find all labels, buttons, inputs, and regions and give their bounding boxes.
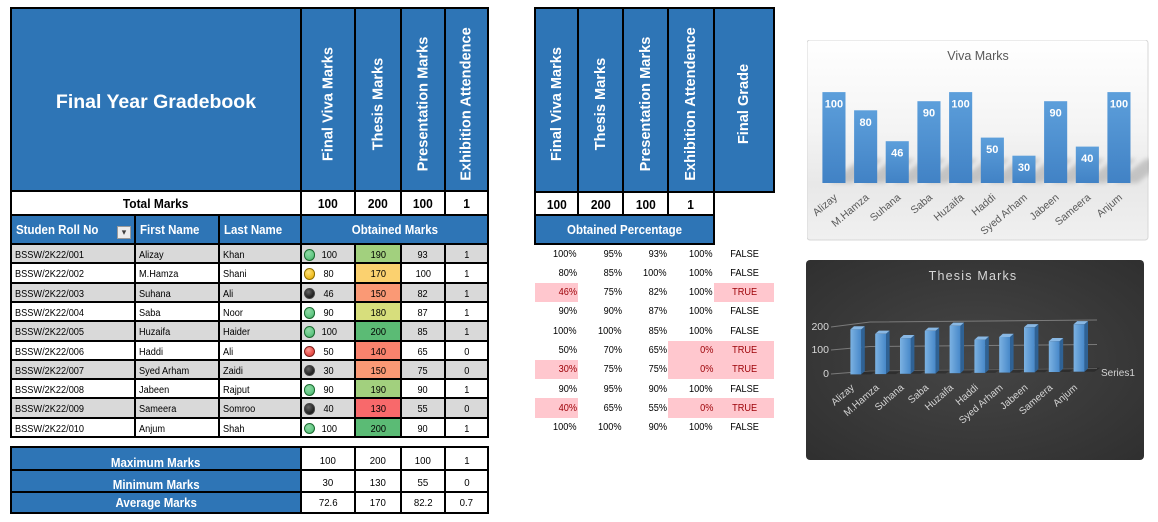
svg-text:200: 200: [811, 321, 829, 333]
svg-text:Series1: Series1: [1101, 368, 1135, 379]
svg-text:80: 80: [859, 117, 871, 129]
svg-text:90: 90: [1049, 108, 1061, 120]
svg-text:100: 100: [951, 99, 969, 111]
svg-text:Thesis Marks: Thesis Marks: [929, 269, 1018, 283]
svg-text:90: 90: [923, 108, 935, 120]
svg-text:100: 100: [1110, 99, 1128, 111]
svg-text:40: 40: [1081, 153, 1093, 165]
svg-text:50: 50: [986, 144, 998, 156]
svg-text:100: 100: [811, 344, 829, 356]
svg-text:100: 100: [825, 99, 843, 111]
svg-text:30: 30: [1018, 162, 1030, 174]
svg-text:0: 0: [823, 368, 829, 380]
svg-text:46: 46: [891, 148, 903, 160]
svg-text:Viva Marks: Viva Marks: [947, 49, 1009, 63]
